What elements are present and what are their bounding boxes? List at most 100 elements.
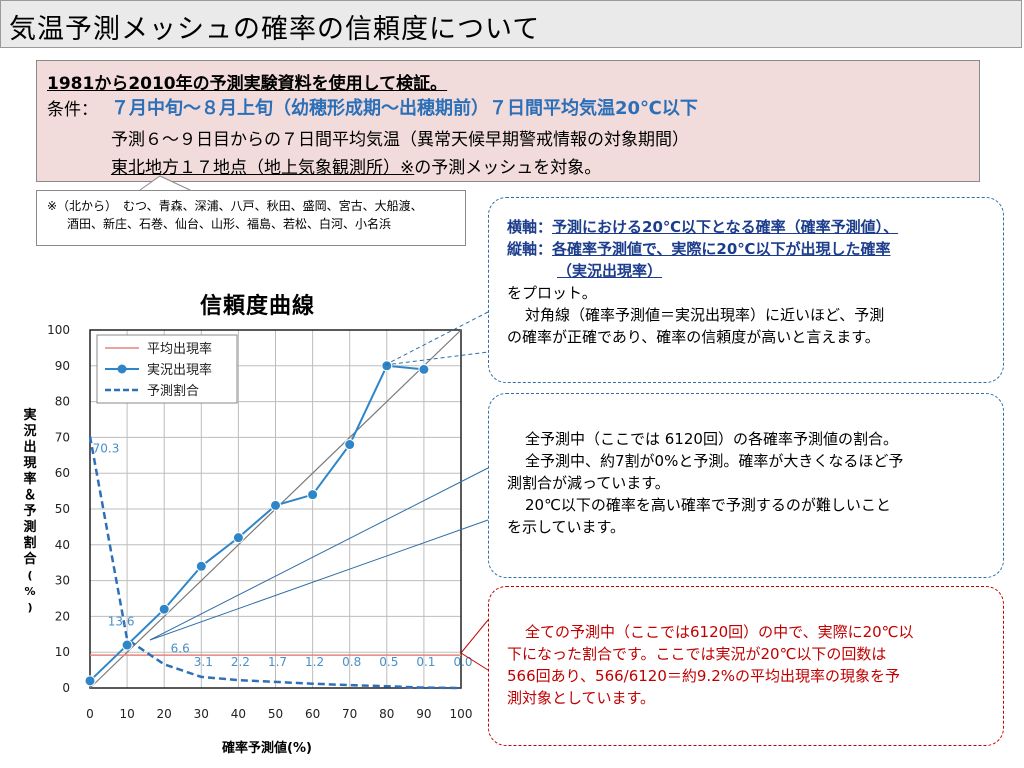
x-tick-label: 90 <box>416 707 431 721</box>
conditions-period: ７月中旬～８月上旬（幼穂形成期～出穂期前）７日間平均気温20℃以下 <box>111 98 698 119</box>
forecast-share-label: 1.7 <box>268 655 287 669</box>
conditions-summary: 1981から2010年の予測実験資料を使用して検証。 <box>47 74 448 94</box>
stations-note: ※（北から） むつ、青森、深浦、八戸、秋田、盛岡、宮古、大船渡、 酒田、新庄、石… <box>36 190 466 246</box>
y-axis-label-char: 況 <box>23 424 37 439</box>
forecast-share-note: 全予測中（ここでは 6120回）の各確率予測値の割合。 全予測中、約7割が0%と… <box>488 393 1004 578</box>
x-tick-label: 20 <box>157 707 172 721</box>
average-rate-note: 全ての予測中（ここでは6120回）の中で、実際に20℃以 下になった割合です。こ… <box>488 586 1004 746</box>
x-tick-label: 70 <box>342 707 357 721</box>
plot-text: をプロット。 <box>507 284 597 302</box>
forecast-share-label: 0.1 <box>416 655 435 669</box>
forecast-share-label: 2.2 <box>231 655 250 669</box>
conditions-target-rest: の予測メッシュを対象。 <box>414 158 602 178</box>
x-axis-description: 予測における20℃以下となる確率（確率予測値）、 <box>552 218 899 236</box>
page-title: 気温予測メッシュの確率の信頼度について <box>9 14 541 45</box>
observed-rate-point <box>121 639 133 651</box>
callout-share-upper <box>149 467 489 641</box>
diagonal-text-2: の確率が正確であり、確率の信頼度が高いと言えます。 <box>507 328 880 346</box>
legend-observed-label: 実況出現率 <box>147 362 212 378</box>
y-tick-label: 30 <box>55 574 70 588</box>
chart-title: 信頼度曲線 <box>200 294 316 319</box>
axis-explanation-note: 横軸：予測における20℃以下となる確率（確率予測値）、 縦軸：各確率予測値で、実… <box>488 197 1004 383</box>
y-axis-label-char: 率 <box>23 472 37 487</box>
x-axis-heading: 横軸： <box>507 218 553 236</box>
avg-text-2: 下になった割合です。ここでは実況が20℃以下の回数は <box>507 645 887 663</box>
x-tick-label: 10 <box>119 707 134 721</box>
y-axis-label-char: 予 <box>23 504 37 519</box>
observed-rate-point <box>381 360 393 372</box>
callout-average-upper <box>460 619 489 654</box>
y-axis-label-char: 割 <box>23 536 37 551</box>
conditions-label: 条件： <box>47 100 98 120</box>
conditions-target: 東北地方１７地点（地上気象観測所）※の予測メッシュを対象。 <box>111 153 601 178</box>
y-axis-label-char: ＆ <box>23 488 37 503</box>
y-tick-label: 10 <box>55 645 70 659</box>
forecast-share-label: 13.6 <box>108 614 135 628</box>
forecast-share-label: 3.1 <box>194 655 213 669</box>
observed-rate-point <box>158 603 170 615</box>
forecast-share-label: 0.8 <box>342 655 361 669</box>
y-axis-label-char: 測 <box>23 520 37 535</box>
forecast-share-label: 0.0 <box>453 655 472 669</box>
x-tick-label: 100 <box>450 707 473 721</box>
x-tick-label: 50 <box>268 707 283 721</box>
y-tick-label: 0 <box>62 681 70 695</box>
x-axis-label: 確率予測値(%) <box>222 741 312 756</box>
share-text-4: 20℃以下の確率を高い確率で予測するのが難しいこと <box>525 496 891 514</box>
y-axis-label-char: ) <box>27 601 33 614</box>
callout-share-lower <box>149 519 489 641</box>
x-tick-label: 40 <box>231 707 246 721</box>
legend-observed-marker <box>117 364 127 374</box>
x-tick-label: 80 <box>379 707 394 721</box>
y-axis-label-char: 出 <box>23 440 37 455</box>
y-tick-label: 80 <box>55 395 70 409</box>
conditions-forecast-range: 予測６～９日目からの７日間平均気温（異常天候早期警戒情報の対象期間） <box>111 130 689 150</box>
callout-average-lower <box>460 652 489 671</box>
observed-rate-point <box>344 439 356 451</box>
forecast-share-label: 1.2 <box>305 655 324 669</box>
share-text-2: 全予測中、約7割が0%と予測。確率が大きくなるほど予 <box>525 452 904 470</box>
avg-text-3: 566回あり、566/6120＝約9.2%の平均出現率の現象を予 <box>507 667 900 685</box>
y-axis-label: 実況出現率＆予測割合 (%) <box>20 408 40 616</box>
observed-rate-point <box>195 560 207 572</box>
conditions-box: 1981から2010年の予測実験資料を使用して検証。 条件： ７月中旬～８月上旬… <box>36 60 980 182</box>
stations-row-2: 酒田、新庄、石巻、仙台、山形、福島、若松、白河、小名浜 <box>67 217 392 231</box>
legend-share-label: 予測割合 <box>147 383 199 399</box>
y-tick-label: 100 <box>47 323 70 337</box>
x-tick-label: 30 <box>194 707 209 721</box>
x-tick-label: 0 <box>86 707 94 721</box>
y-axis-description: 各確率予測値で、実際に20℃以下が出現した確率 <box>552 240 891 258</box>
y-axis-label-char: 現 <box>23 456 37 471</box>
x-tick-label: 60 <box>305 707 320 721</box>
forecast-share-line <box>88 436 462 690</box>
y-axis-label-char: 合 <box>23 552 37 567</box>
share-text-3: 測割合が減っています。 <box>507 474 670 492</box>
y-tick-label: 20 <box>55 609 70 623</box>
callout-axis-lower <box>384 351 489 366</box>
forecast-share-label: 70.3 <box>93 441 120 455</box>
callout-axis-upper <box>384 311 489 366</box>
share-text-1: 全予測中（ここでは 6120回）の各確率予測値の割合。 <box>525 430 898 448</box>
avg-text-1: 全ての予測中（ここでは6120回）の中で、実際に20℃以 <box>525 623 914 641</box>
y-axis-label-char: 実 <box>23 408 37 423</box>
y-tick-label: 50 <box>55 502 70 516</box>
y-axis-label-char: % <box>24 585 36 598</box>
y-axis-heading: 縦軸： <box>507 240 553 258</box>
y-axis-label-char: ( <box>27 569 33 582</box>
observed-rate-line <box>89 364 424 682</box>
y-tick-label: 60 <box>55 466 70 480</box>
avg-text-4: 測対象としています。 <box>507 689 656 707</box>
stations-pointer <box>139 175 191 191</box>
observed-rate-point <box>418 363 430 375</box>
conditions-stations-link: 東北地方１７地点（地上気象観測所）※ <box>111 158 415 178</box>
plot-border <box>89 329 462 689</box>
y-tick-label: 70 <box>55 430 70 444</box>
observed-rate-point <box>307 489 319 501</box>
observed-rate-point <box>270 499 281 511</box>
y-tick-label: 90 <box>55 359 70 373</box>
diagonal-text-1: 対角線（確率予測値＝実況出現率）に近いほど、予測 <box>525 306 885 324</box>
forecast-share-label: 6.6 <box>171 641 190 655</box>
observed-rate-point <box>232 532 244 544</box>
stations-row-1: ※（北から） むつ、青森、深浦、八戸、秋田、盛岡、宮古、大船渡、 <box>47 199 423 213</box>
